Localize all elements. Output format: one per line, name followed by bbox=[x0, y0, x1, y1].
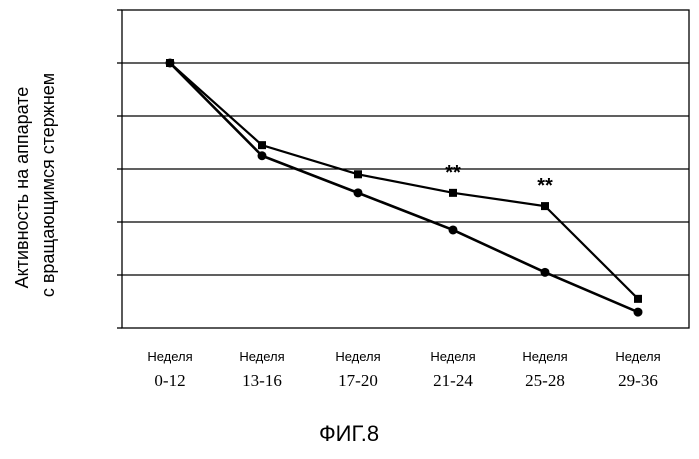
series-2-point bbox=[541, 268, 550, 277]
series-line-1 bbox=[170, 63, 638, 299]
series-2-point bbox=[634, 308, 643, 317]
x-tick-label-week: Неделя bbox=[615, 349, 660, 364]
x-axis-tick-labels: Неделя 0-12 Неделя 13-16 Неделя 17-20 Неделя 21… bbox=[147, 349, 660, 390]
x-tick-label-range: 21-24 bbox=[433, 371, 473, 390]
x-tick-label-range: 25-28 bbox=[525, 371, 565, 390]
series-markers bbox=[166, 59, 643, 317]
x-tick-label-range: 13-16 bbox=[242, 371, 282, 390]
x-tick-label-week: Неделя bbox=[522, 349, 567, 364]
x-tick-label-range: 17-20 bbox=[338, 371, 378, 390]
figure-caption: ФИГ.8 bbox=[319, 421, 379, 446]
annotations: ** ** bbox=[445, 162, 553, 197]
x-tick-label-week: Неделя bbox=[335, 349, 380, 364]
x-tick-label-week: Неделя bbox=[147, 349, 192, 364]
series-1-point bbox=[354, 170, 362, 178]
x-tick-label-range: 0-12 bbox=[154, 371, 185, 390]
series-1-point bbox=[449, 189, 457, 197]
series-2-point bbox=[449, 225, 458, 234]
series-1-point bbox=[258, 141, 266, 149]
series-1-point bbox=[634, 295, 642, 303]
significance-annotation: ** bbox=[537, 175, 553, 197]
series-2-point bbox=[166, 59, 175, 68]
y-axis-label-line-1: Активность на аппарате bbox=[12, 87, 32, 289]
x-tick-label-range: 29-36 bbox=[618, 371, 658, 390]
x-tick-label-week: Неделя bbox=[239, 349, 284, 364]
y-axis-ticks bbox=[117, 10, 122, 328]
y-axis-label-line-2: с вращающимся стержнем bbox=[38, 73, 58, 297]
series-2-point bbox=[354, 188, 363, 197]
y-axis-label: Активность на аппарате с вращающимся сте… bbox=[12, 73, 58, 297]
x-tick-label-week: Неделя bbox=[430, 349, 475, 364]
series-2-point bbox=[258, 151, 267, 160]
significance-annotation: ** bbox=[445, 162, 461, 184]
series-1-point bbox=[541, 202, 549, 210]
